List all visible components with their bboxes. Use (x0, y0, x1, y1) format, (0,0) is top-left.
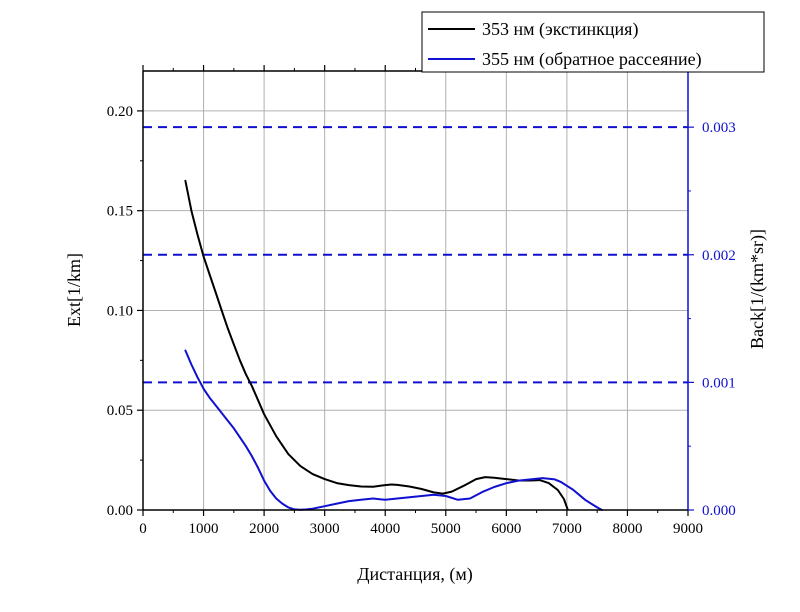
x-tick-label-3: 3000 (310, 521, 340, 537)
y-axis-left-title: Ext[1/km] (64, 253, 84, 327)
legend-label-extinction: 353 нм (экстинкция) (482, 19, 638, 40)
series-line-backscatter (184, 349, 603, 511)
x-tick-label-9: 9000 (673, 521, 703, 537)
y-left-tick-label-1: 0.05 (107, 403, 133, 419)
series-line-extinction (184, 179, 569, 510)
axes (137, 65, 694, 516)
series-layer (184, 179, 603, 511)
x-axis-title: Дистанция, (м) (357, 564, 473, 585)
x-tick-label-6: 6000 (491, 521, 521, 537)
x-tick-label-1: 1000 (189, 521, 219, 537)
y-left-tick-label-4: 0.20 (107, 104, 133, 120)
y-left-tick-label-0: 0.00 (107, 503, 133, 519)
y-right-tick-label-0: 0.000 (702, 503, 736, 519)
x-tick-label-5: 5000 (431, 521, 461, 537)
x-tick-label-4: 4000 (370, 521, 400, 537)
y-left-tick-label-2: 0.10 (107, 303, 133, 319)
reference-lines (143, 126, 688, 384)
y-right-tick-label-3: 0.003 (702, 120, 736, 136)
x-tick-label-8: 8000 (612, 521, 642, 537)
tick-labels: 0 1000 2000 3000 4000 5000 6000 7000 8000 9000 0.0… (107, 104, 736, 537)
x-tick-label-7: 7000 (552, 521, 582, 537)
y-axis-right-title: Back[1/(km*sr)] (747, 229, 768, 349)
y-right-tick-label-2: 0.002 (702, 248, 736, 264)
legend-label-backscatter: 355 нм (обратное рассеяние) (482, 49, 702, 70)
grid (143, 71, 688, 510)
y-left-tick-label-3: 0.15 (107, 204, 133, 220)
legend-box (421, 11, 765, 73)
x-tick-label-2: 2000 (249, 521, 279, 537)
y-right-tick-label-1: 0.001 (702, 375, 736, 391)
x-tick-label-0: 0 (139, 521, 147, 537)
legend: 353 нм (экстинкция) 355 нм (обратное рас… (421, 11, 765, 73)
